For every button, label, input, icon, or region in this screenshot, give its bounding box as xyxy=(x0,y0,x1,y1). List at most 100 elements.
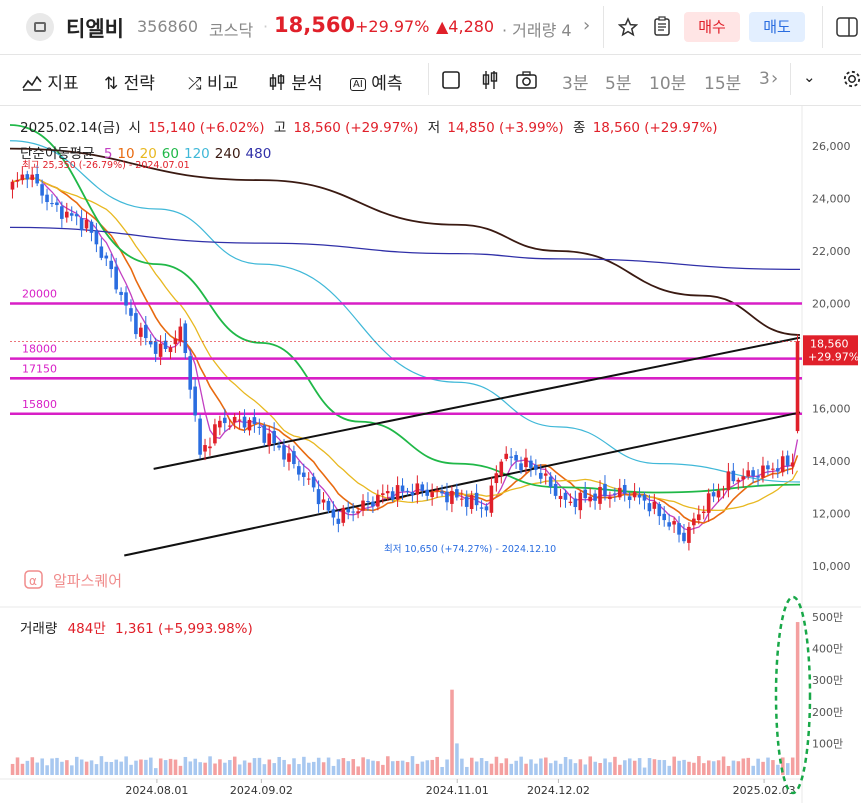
volume-bar xyxy=(568,759,573,775)
timeframe-10m[interactable]: 10분 xyxy=(649,74,687,94)
candle-body xyxy=(652,501,657,509)
candle-body xyxy=(237,419,242,421)
candle-body xyxy=(430,492,434,498)
candle-body xyxy=(301,472,306,477)
sell-button[interactable]: 매도 xyxy=(749,12,805,42)
volume-bar xyxy=(356,766,360,775)
header-separator-2 xyxy=(822,6,823,48)
candle-body xyxy=(64,211,69,218)
candle-body xyxy=(262,425,267,443)
volume-bar xyxy=(578,759,583,775)
candle-body xyxy=(272,430,276,444)
timeframe-more[interactable]: 3 xyxy=(759,69,770,89)
candle-analysis-icon xyxy=(269,74,285,90)
volume-tick-label: 400만 xyxy=(812,643,843,656)
timeframe-3m[interactable]: 3분 xyxy=(562,74,589,94)
candle-body xyxy=(346,508,351,513)
stock-code: 356860 xyxy=(137,17,199,36)
candle-body xyxy=(158,343,163,357)
candle-body xyxy=(50,203,54,205)
volume-bar xyxy=(529,759,533,775)
volume-bar xyxy=(588,756,593,775)
strategy-tool[interactable]: ⇅ 전략 xyxy=(104,69,155,94)
candle-body xyxy=(311,476,316,488)
y-tick-label: 12,000 xyxy=(812,508,851,521)
gear-icon[interactable] xyxy=(842,69,861,89)
candle-body xyxy=(79,218,84,231)
toolbar-divider-2 xyxy=(790,63,791,95)
chevron-right-icon[interactable]: › xyxy=(583,15,591,36)
square-draw-icon[interactable] xyxy=(442,71,460,89)
volume-bar xyxy=(395,760,400,775)
indicator-tool[interactable]: 지표 xyxy=(22,69,79,94)
volume-bar xyxy=(307,762,311,775)
volume-header: 거래량 484만 1,361 (+5,993.98%) xyxy=(20,621,253,637)
forecast-label: 예측 xyxy=(371,74,403,94)
timeframe-15m[interactable]: 15분 xyxy=(704,74,742,94)
candle-body xyxy=(94,230,99,245)
volume-bar xyxy=(795,622,800,775)
volume-bar xyxy=(721,756,726,775)
volume-bar xyxy=(647,758,652,775)
volume-bar xyxy=(400,760,405,775)
buy-button[interactable]: 매수 xyxy=(684,12,740,42)
timeframe-scroll-right-icon[interactable]: › xyxy=(771,68,779,89)
candle-body xyxy=(667,522,671,527)
volume-bar xyxy=(504,758,509,775)
timeframe-5m[interactable]: 5분 xyxy=(605,74,632,94)
ma-legend-label: 단순이동평균 xyxy=(20,146,95,162)
candle-body xyxy=(746,470,750,477)
volume-bar xyxy=(390,761,395,775)
price-tag-value: 18,560 xyxy=(810,337,849,350)
indicator-icon xyxy=(22,75,42,91)
candle-body xyxy=(395,485,400,500)
sort-arrows-icon: ⇅ xyxy=(104,74,119,94)
candle-body xyxy=(450,490,454,504)
volume-bar xyxy=(267,759,272,775)
volume-bar xyxy=(415,763,420,775)
alphasquare-logo-icon xyxy=(24,570,43,589)
candle-body xyxy=(692,518,696,526)
volume-bar xyxy=(168,758,173,775)
candle-body xyxy=(756,476,760,478)
volume-bar xyxy=(736,761,741,775)
candle-body xyxy=(558,495,563,500)
chart-toolbar: 지표 ⇅ 전략 ⤮ 비교 분석 AI 예측 3분 5분 10분 15분 3 › … xyxy=(0,55,861,106)
price-chart[interactable]: 26,00024,00022,00020,00018,00016,00014,0… xyxy=(0,106,861,803)
trendlines xyxy=(124,336,801,557)
candle-body xyxy=(89,221,94,233)
chevron-down-icon[interactable]: ⌄ xyxy=(803,68,816,86)
star-icon[interactable] xyxy=(618,17,638,37)
volume-bar xyxy=(702,763,706,775)
chart-background xyxy=(0,106,861,803)
volume-bar xyxy=(228,760,232,775)
volume-bar xyxy=(405,762,410,775)
volume-bar xyxy=(410,756,415,775)
candlestick-type-icon[interactable] xyxy=(481,70,499,90)
analysis-tool[interactable]: 분석 xyxy=(268,69,323,94)
candle-body xyxy=(326,500,331,511)
volume-bar xyxy=(474,761,479,775)
volume-bar xyxy=(89,760,94,775)
candle-body xyxy=(252,417,257,425)
volume-bar xyxy=(509,763,514,775)
volume-value: 484만 xyxy=(68,621,106,637)
candle-body xyxy=(148,340,153,345)
panel-toggle-icon[interactable] xyxy=(836,17,858,37)
volume-bar xyxy=(484,761,489,775)
watermark-logo-letter: α xyxy=(29,574,37,588)
info-low: 14,850 (+3.99%) xyxy=(447,120,563,136)
candle-body xyxy=(178,326,183,342)
forecast-tool[interactable]: AI 예측 xyxy=(350,69,402,94)
candle-body xyxy=(553,483,558,496)
compare-tool[interactable]: ⤮ 비교 xyxy=(188,69,238,94)
candle-body xyxy=(716,490,721,498)
ma120-line xyxy=(9,140,801,483)
company-logo-icon xyxy=(26,13,54,41)
strategy-label: 전략 xyxy=(123,74,155,94)
candle-body xyxy=(445,491,449,503)
volume-bar xyxy=(302,756,306,775)
memo-icon[interactable] xyxy=(653,16,671,37)
volume-bar xyxy=(74,756,79,775)
camera-icon[interactable] xyxy=(516,71,537,89)
